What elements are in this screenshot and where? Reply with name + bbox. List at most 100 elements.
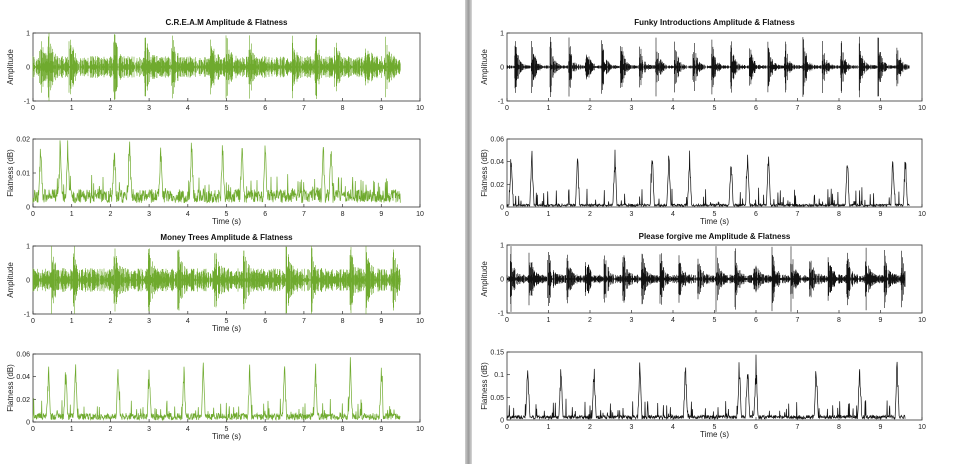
y-tick-label: 0.02 (490, 182, 504, 189)
x-tick-label: 7 (302, 105, 306, 112)
y-tick-label: 0 (500, 205, 504, 212)
x-tick-label: 1 (70, 318, 74, 325)
x-tick-label: 7 (302, 426, 306, 433)
x-tick-label: 4 (671, 105, 675, 112)
x-tick-label: 6 (754, 105, 758, 112)
x-tick-label: 6 (754, 211, 758, 218)
y-tick-label: 0.02 (16, 397, 30, 404)
y-axis-label: Flatness (dB) (6, 364, 15, 412)
amplitude-waveform (506, 36, 910, 98)
y-tick-label: 0.04 (16, 374, 30, 381)
x-tick-label: 1 (70, 211, 74, 218)
x-tick-label: 1 (70, 426, 74, 433)
x-axis-label: Time (s) (212, 324, 241, 333)
x-tick-label: 7 (302, 318, 306, 325)
y-tick-label: 0 (500, 418, 504, 425)
y-axis-label: Amplitude (6, 49, 15, 85)
y-tick-label: 1 (500, 243, 504, 250)
x-axis-label: Time (s) (212, 217, 241, 226)
y-tick-label: -1 (498, 311, 504, 318)
x-tick-label: 9 (879, 317, 883, 324)
x-axis-label: Time (s) (700, 217, 729, 226)
left-figure-window: 0 1 2 3 4 5 6 7 8 9 10 -1 0 1 C.R.E.A.M Amplitude & Fl… (0, 0, 465, 464)
y-tick-label: 0 (26, 420, 30, 427)
x-tick-label: 0 (505, 424, 509, 431)
x-tick-label: 4 (186, 318, 190, 325)
y-tick-label: -1 (24, 99, 30, 106)
y-tick-label: 0.15 (490, 350, 504, 357)
x-tick-label: 2 (108, 318, 112, 325)
x-tick-label: 5 (225, 211, 229, 218)
y-tick-label: 0 (26, 278, 30, 285)
x-tick-label: 2 (108, 426, 112, 433)
plot-title: Funky Introductions Amplitude & Flatness (634, 18, 795, 27)
x-tick-label: 8 (837, 424, 841, 431)
y-axis-label: Flatness (dB) (6, 149, 15, 197)
x-tick-label: 4 (671, 317, 675, 324)
x-tick-label: 2 (588, 211, 592, 218)
x-tick-label: 9 (879, 211, 883, 218)
flatness-line (32, 357, 401, 422)
x-tick-label: 10 (416, 105, 424, 112)
x-tick-label: 3 (630, 105, 634, 112)
x-tick-label: 2 (588, 317, 592, 324)
x-tick-label: 9 (879, 424, 883, 431)
x-tick-label: 2 (108, 105, 112, 112)
y-tick-label: 0.1 (494, 372, 504, 379)
x-tick-label: 6 (263, 318, 267, 325)
y-tick-label: 0.06 (490, 137, 504, 144)
window-divider (465, 0, 472, 464)
plot-title: Please forgive me Amplitude & Flatness (639, 232, 791, 241)
x-tick-label: 5 (713, 317, 717, 324)
x-tick-label: 6 (754, 424, 758, 431)
x-axis-label: Time (s) (212, 432, 241, 441)
x-tick-label: 7 (302, 211, 306, 218)
y-tick-label: 1 (26, 31, 30, 38)
y-axis-label: Amplitude (6, 262, 15, 298)
x-tick-label: 6 (754, 317, 758, 324)
x-axis-label: Time (s) (700, 430, 729, 439)
x-tick-label: 9 (379, 318, 383, 325)
x-tick-label: 1 (547, 105, 551, 112)
y-axis-label: Amplitude (480, 261, 489, 297)
x-tick-label: 9 (379, 105, 383, 112)
y-tick-label: 1 (500, 31, 504, 38)
x-tick-label: 0 (505, 317, 509, 324)
y-tick-label: 0 (500, 277, 504, 284)
y-axis-label: Flatness (dB) (480, 149, 489, 197)
x-tick-label: 9 (379, 426, 383, 433)
x-tick-label: 0 (31, 105, 35, 112)
x-tick-label: 6 (263, 105, 267, 112)
x-tick-label: 3 (630, 211, 634, 218)
x-tick-label: 0 (505, 105, 509, 112)
y-axis-label: Amplitude (480, 49, 489, 85)
x-tick-label: 1 (547, 211, 551, 218)
x-tick-label: 0 (31, 426, 35, 433)
plot-title: Money Trees Amplitude & Flatness (160, 233, 293, 242)
x-tick-label: 4 (671, 211, 675, 218)
x-tick-label: 5 (225, 318, 229, 325)
flatness-line (506, 354, 906, 421)
x-tick-label: 0 (505, 211, 509, 218)
y-tick-label: -1 (24, 312, 30, 319)
x-tick-label: 6 (263, 211, 267, 218)
x-tick-label: 3 (630, 317, 634, 324)
x-tick-label: 3 (147, 426, 151, 433)
x-tick-label: 8 (837, 211, 841, 218)
x-tick-label: 2 (588, 424, 592, 431)
x-tick-label: 4 (671, 424, 675, 431)
y-tick-label: 0.05 (490, 395, 504, 402)
y-tick-label: 0 (26, 205, 30, 212)
x-tick-label: 8 (341, 318, 345, 325)
amplitude-waveform (506, 246, 906, 312)
x-tick-label: 2 (588, 105, 592, 112)
x-tick-label: 1 (547, 317, 551, 324)
x-tick-label: 0 (31, 318, 35, 325)
y-tick-label: 0.01 (16, 171, 30, 178)
